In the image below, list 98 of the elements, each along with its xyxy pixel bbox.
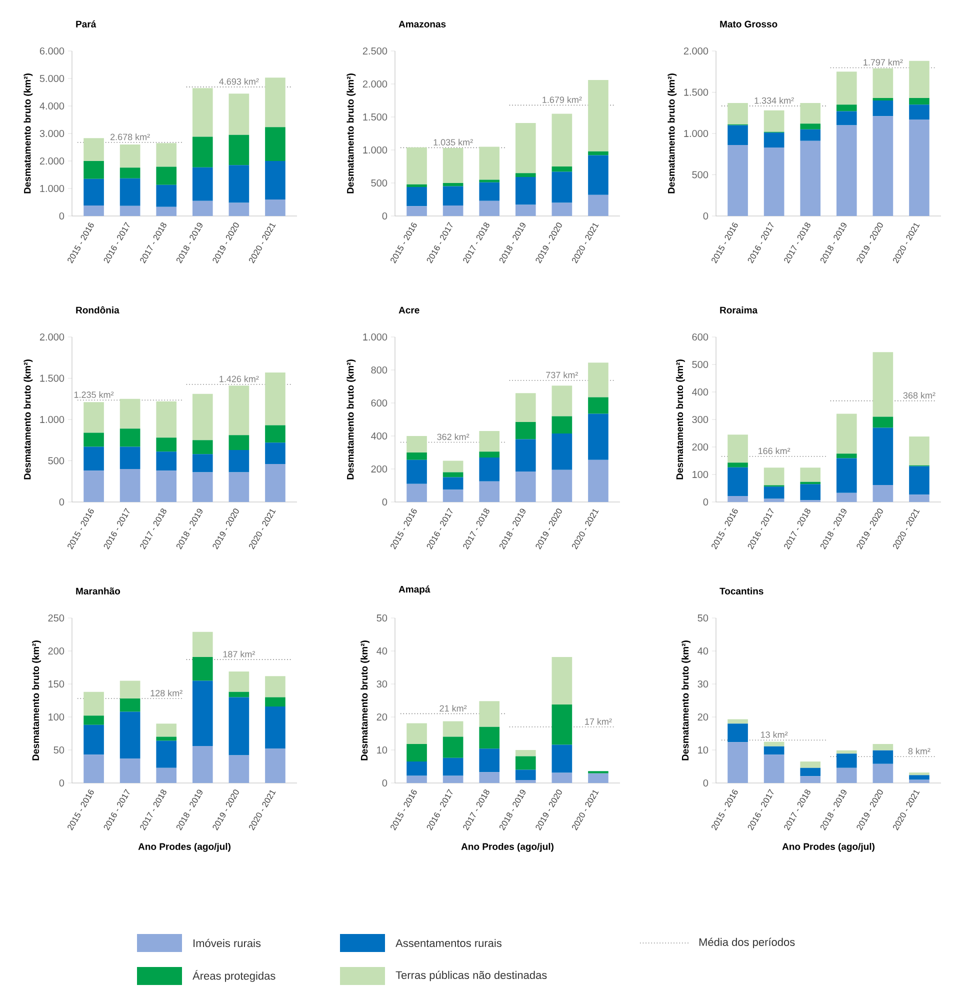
chart-title: Roraima <box>720 306 758 314</box>
y-tick-label: 500 <box>692 171 708 178</box>
y-tick-label: 0 <box>703 779 708 787</box>
y-tick-label: 150 <box>48 680 64 688</box>
ref-line-label: 1.334 km² <box>754 97 794 104</box>
y-tick-label: 0 <box>382 498 388 506</box>
legend-label: Assentamentos rurais <box>396 938 502 948</box>
y-tick-label: 10 <box>377 746 388 754</box>
y-tick-label: 50 <box>54 746 64 754</box>
y-tick-label: 1.500 <box>40 374 64 382</box>
x-axis-title: Ano Prodes (ago/jul) <box>782 842 874 852</box>
y-tick-label: 1.000 <box>363 333 388 341</box>
y-tick-label: 1.000 <box>684 130 708 138</box>
y-tick-label: 0 <box>59 779 64 787</box>
y-tick-label: 1.000 <box>40 416 64 424</box>
y-tick-label: 4.000 <box>40 102 64 110</box>
legend-label: Terras públicas não destinadas <box>396 970 547 982</box>
legend-label: Áreas protegidas <box>192 970 276 982</box>
ref-line-label: 362 km² <box>437 433 470 440</box>
ref-line-label: 4.693 km² <box>219 78 259 85</box>
y-tick-label: 30 <box>376 680 388 688</box>
y-axis-title: Desmatamento bruto (km²) <box>668 74 677 194</box>
y-tick-label: 50 <box>376 614 388 622</box>
y-tick-label: 2.500 <box>362 47 388 55</box>
ref-line-label: 17 km² <box>585 718 612 725</box>
y-axis-title: Desmatamento bruto (km²) <box>682 640 690 760</box>
y-tick-label: 2.000 <box>40 333 64 341</box>
ref-line-label: 166 km² <box>758 448 790 454</box>
y-axis-title: Desmatamento bruto (km²) <box>676 360 685 480</box>
x-axis-title: Ano Prodes (ago/jul) <box>138 842 230 852</box>
y-tick-label: 0 <box>703 212 708 220</box>
ref-line-label: 128 km² <box>150 690 182 696</box>
y-tick-label: 6.000 <box>40 47 64 55</box>
y-tick-label: 2.000 <box>684 47 708 55</box>
ref-line-label: 368 km² <box>903 392 936 399</box>
y-tick-label: 600 <box>692 333 708 341</box>
y-tick-label: 100 <box>48 713 64 721</box>
y-tick-label: 600 <box>371 399 388 407</box>
y-tick-label: 1.000 <box>40 184 64 192</box>
y-tick-label: 1.500 <box>363 113 388 121</box>
y-tick-label: 40 <box>376 647 388 655</box>
y-axis-title: Desmatamento bruto (km²) <box>346 74 356 194</box>
chart-title: Acre <box>398 306 420 314</box>
y-axis-title: Desmatamento bruto (km²) <box>24 74 33 194</box>
y-tick-label: 0 <box>59 212 64 220</box>
y-tick-label: 1.000 <box>363 146 388 154</box>
y-tick-label: 800 <box>371 366 388 374</box>
y-tick-label: 20 <box>376 713 388 721</box>
y-tick-label: 0 <box>382 779 388 787</box>
y-tick-label: 300 <box>692 416 708 424</box>
y-tick-label: 20 <box>698 713 708 721</box>
y-tick-label: 30 <box>698 680 708 688</box>
ref-line-label: 2.678 km² <box>110 134 150 140</box>
ref-line-label: 1.426 km² <box>220 376 259 382</box>
y-tick-label: 40 <box>698 647 708 655</box>
chart-title: Amazonas <box>398 20 446 28</box>
ref-line-label: 1.679 km² <box>542 96 582 103</box>
y-tick-label: 1.500 <box>684 88 708 96</box>
x-axis-title: Ano Prodes (ago/jul) <box>461 842 554 852</box>
y-tick-label: 500 <box>371 179 388 187</box>
chart-title: Tocantins <box>720 587 764 594</box>
y-tick-label: 200 <box>692 443 708 451</box>
y-tick-label: 3.000 <box>40 130 64 138</box>
y-tick-label: 250 <box>48 614 64 622</box>
y-axis-title: Desmatamento bruto (km²) <box>24 360 33 480</box>
y-tick-label: 0 <box>382 212 388 220</box>
y-axis-title: Desmatamento bruto (km²) <box>32 640 41 760</box>
y-tick-label: 2.000 <box>40 157 64 165</box>
ref-line-label: 21 km² <box>440 704 467 712</box>
y-axis-title: Desmatamento bruto (km²) <box>346 360 356 480</box>
chart-title: Amapá <box>398 586 430 594</box>
ref-line-label: 1.797 km² <box>864 58 903 66</box>
chart-title: Pará <box>76 20 96 28</box>
chart-title: Maranhão <box>76 587 120 594</box>
ref-line-label: 1.035 km² <box>434 138 473 146</box>
y-tick-label: 10 <box>698 746 708 754</box>
chart-title: Rondônia <box>76 306 120 314</box>
y-tick-label: 200 <box>371 465 388 473</box>
chart-title: Mato Grosso <box>720 20 778 28</box>
y-tick-label: 500 <box>692 360 708 368</box>
y-tick-label: 100 <box>692 470 708 478</box>
text: Média dos períodos <box>699 938 795 948</box>
y-tick-label: 5.000 <box>40 74 64 82</box>
legend-label: Imóveis rurais <box>194 938 261 948</box>
ref-line-label: 1.235 km² <box>74 391 114 398</box>
ref-line-label: 8 km² <box>908 748 930 754</box>
y-tick-label: 400 <box>692 388 708 396</box>
y-tick-label: 400 <box>371 432 388 440</box>
y-tick-label: 200 <box>48 647 64 655</box>
ref-line-label: 187 km² <box>223 650 255 658</box>
y-tick-label: 2.000 <box>362 80 388 88</box>
y-tick-label: 500 <box>48 457 64 464</box>
y-tick-label: 50 <box>698 614 708 622</box>
ref-line-label: 737 km² <box>546 372 578 378</box>
y-tick-label: 0 <box>59 498 64 506</box>
ref-line-label: 13 km² <box>761 731 788 738</box>
y-tick-label: 0 <box>703 498 708 506</box>
y-axis-title: Desmatamento bruto (km²) <box>360 640 370 760</box>
